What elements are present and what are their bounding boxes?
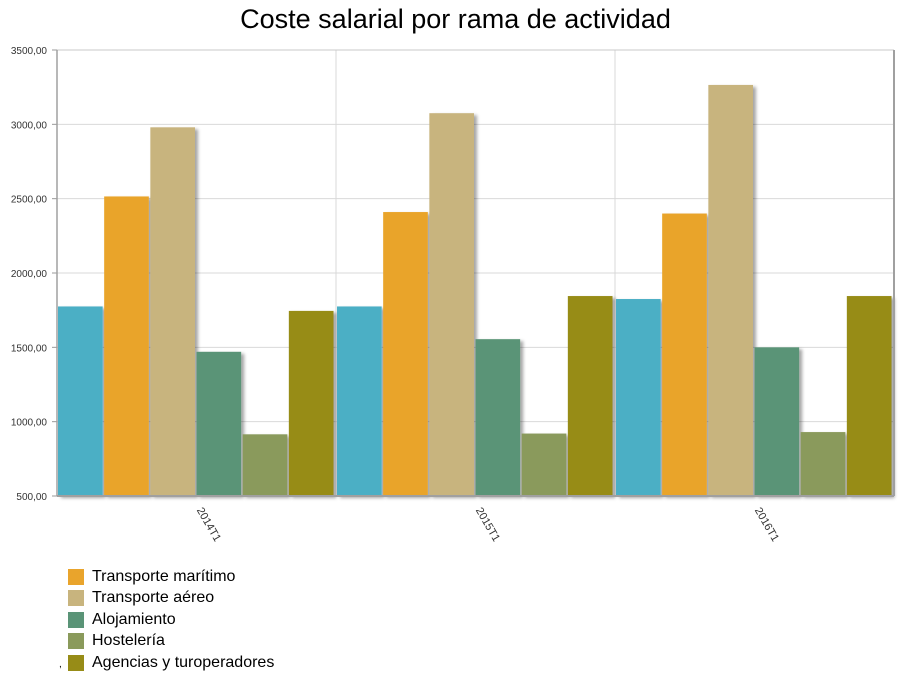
legend-item: Hostelería (68, 631, 274, 653)
y-tick-label: 2000,00 (11, 269, 48, 280)
legend-item: Agencias y turoperadores (68, 652, 274, 674)
bar (196, 351, 242, 496)
bar (104, 196, 149, 497)
bar (429, 113, 474, 496)
bar (242, 434, 288, 496)
x-tick-label: 2015T1 (473, 506, 502, 544)
legend: Transporte marítimo Transporte aéreo Aloja… (68, 566, 274, 674)
legend-label: Agencias y turoperadores (92, 653, 275, 671)
bar (846, 296, 892, 496)
legend-label: Transporte aéreo (92, 589, 215, 607)
legend-swatch (68, 590, 84, 607)
legend-swatch (68, 654, 84, 671)
bar (521, 433, 567, 496)
y-tick-label: 3000,00 (11, 120, 48, 131)
y-tick-label: 2500,00 (11, 195, 48, 206)
legend-item: Transporte aéreo (68, 588, 274, 610)
x-tick-label: 2016T1 (752, 506, 781, 544)
legend-swatch (68, 611, 84, 628)
chart-title: Coste salarial por rama de actividad (240, 4, 671, 34)
axes (52, 49, 895, 497)
bar (567, 296, 613, 496)
bars (58, 84, 892, 497)
bar (754, 347, 800, 496)
legend-stray-mark: , (59, 659, 62, 670)
bar (58, 306, 103, 496)
legend-item: Transporte marítimo (68, 566, 274, 588)
legend-item: Alojamiento (68, 609, 274, 631)
legend-label: Hostelería (92, 632, 165, 650)
y-tick-label: 3500,00 (11, 46, 48, 57)
legend-swatch (68, 633, 84, 650)
bar (662, 213, 707, 497)
y-tick-label: 1000,00 (11, 418, 48, 429)
y-tick-label: 500,00 (16, 492, 47, 503)
bar (383, 212, 428, 496)
bar (708, 84, 753, 496)
legend-label: Alojamiento (92, 610, 176, 628)
bar (800, 432, 846, 496)
bar (475, 339, 521, 496)
bar (288, 310, 334, 496)
bar (616, 299, 661, 496)
x-tick-label: 2014T1 (194, 506, 223, 544)
y-tick-label: 1500,00 (11, 343, 48, 354)
legend-label: Transporte marítimo (92, 567, 236, 585)
legend-swatch (68, 568, 84, 585)
bar (150, 127, 195, 496)
bar (337, 306, 382, 496)
